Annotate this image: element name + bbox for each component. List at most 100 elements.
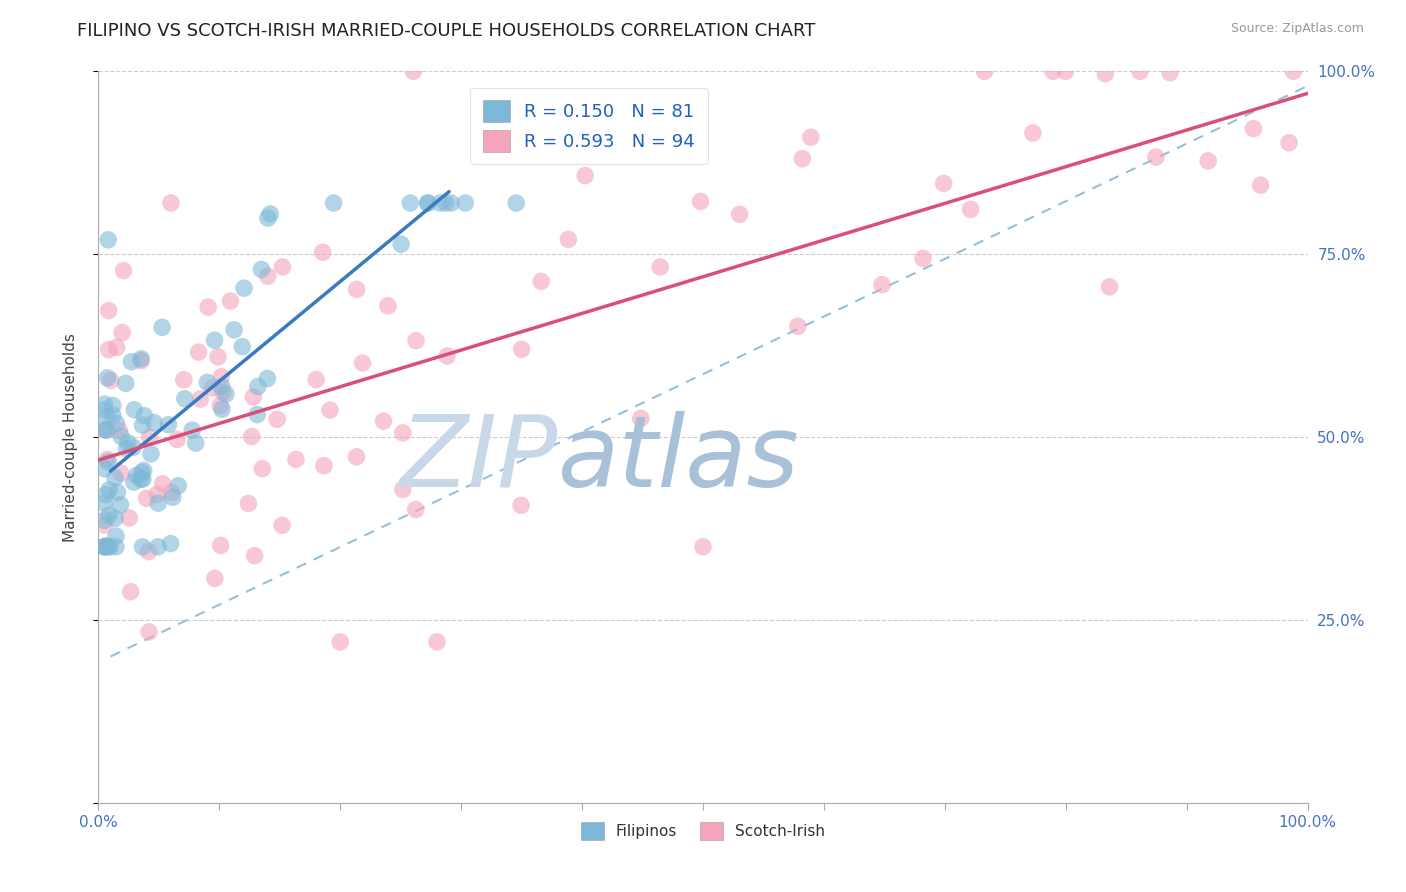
Point [242, 390, 264, 404]
Point [110, 467, 132, 481]
Point [252, 461, 274, 475]
Point [211, 402, 233, 417]
Point [100, 374, 122, 388]
Point [1022, 126, 1045, 140]
Point [1250, 178, 1272, 193]
Point [143, 416, 166, 430]
Point [266, 412, 288, 426]
Point [160, 485, 183, 500]
Point [1243, 121, 1265, 136]
Point [322, 196, 344, 211]
Point [246, 408, 269, 422]
Point [312, 245, 335, 260]
Point [104, 540, 127, 554]
Point [146, 487, 169, 501]
Point [112, 263, 135, 277]
Point [117, 436, 139, 450]
Point [257, 211, 280, 225]
Point [173, 373, 195, 387]
Point [129, 351, 152, 366]
Point [222, 323, 245, 337]
Point [110, 429, 132, 443]
Point [240, 429, 263, 443]
Point [870, 277, 893, 292]
Text: Source: ZipAtlas.com: Source: ZipAtlas.com [1230, 22, 1364, 36]
Point [107, 485, 129, 500]
Point [689, 194, 711, 209]
Point [150, 320, 173, 334]
Point [312, 458, 335, 473]
Point [97, 303, 120, 318]
Point [373, 414, 395, 428]
Point [134, 409, 156, 423]
Point [505, 196, 527, 211]
Point [319, 403, 342, 417]
Point [94, 424, 117, 438]
Point [98, 483, 121, 497]
Text: atlas: atlas [558, 410, 800, 508]
Point [1042, 64, 1064, 78]
Legend: Filipinos, Scotch-Irish: Filipinos, Scotch-Irish [575, 815, 831, 847]
Point [131, 540, 153, 554]
Point [125, 468, 148, 483]
Point [426, 635, 449, 649]
Point [93, 422, 115, 436]
Point [911, 252, 934, 266]
Point [105, 340, 128, 354]
Point [392, 425, 415, 440]
Point [510, 343, 533, 357]
Text: FILIPINO VS SCOTCH-IRISH MARRIED-COUPLE HOUSEHOLDS CORRELATION CHART: FILIPINO VS SCOTCH-IRISH MARRIED-COUPLE … [77, 22, 815, 40]
Point [233, 281, 256, 295]
Point [377, 299, 399, 313]
Point [209, 538, 232, 552]
Point [416, 196, 439, 211]
Point [250, 262, 273, 277]
Point [184, 436, 207, 450]
Point [93, 461, 115, 475]
Point [104, 471, 127, 485]
Point [93, 513, 115, 527]
Point [201, 381, 224, 395]
Point [256, 371, 278, 385]
Point [692, 540, 714, 554]
Point [146, 540, 169, 554]
Point [211, 379, 233, 393]
Point [1197, 153, 1219, 168]
Point [219, 293, 242, 308]
Point [131, 466, 153, 480]
Point [124, 402, 146, 417]
Point [204, 333, 226, 347]
Point [231, 340, 253, 354]
Point [197, 300, 219, 314]
Point [215, 387, 238, 401]
Point [346, 450, 368, 464]
Point [238, 496, 260, 510]
Point [94, 488, 117, 502]
Point [104, 511, 127, 525]
Point [405, 334, 427, 348]
Point [159, 536, 181, 550]
Point [157, 417, 180, 432]
Point [138, 544, 160, 558]
Point [98, 508, 121, 522]
Point [405, 502, 427, 516]
Point [187, 345, 209, 359]
Point [105, 417, 128, 431]
Point [138, 624, 160, 639]
Point [118, 511, 141, 525]
Point [173, 392, 195, 406]
Point [190, 392, 212, 406]
Point [436, 349, 458, 363]
Point [209, 399, 232, 413]
Point [139, 447, 162, 461]
Point [93, 496, 115, 510]
Point [211, 385, 233, 400]
Point [434, 196, 457, 211]
Point [204, 571, 226, 585]
Point [346, 282, 368, 296]
Point [932, 177, 955, 191]
Point [96, 371, 118, 385]
Point [786, 319, 808, 334]
Point [256, 269, 278, 284]
Point [416, 196, 439, 211]
